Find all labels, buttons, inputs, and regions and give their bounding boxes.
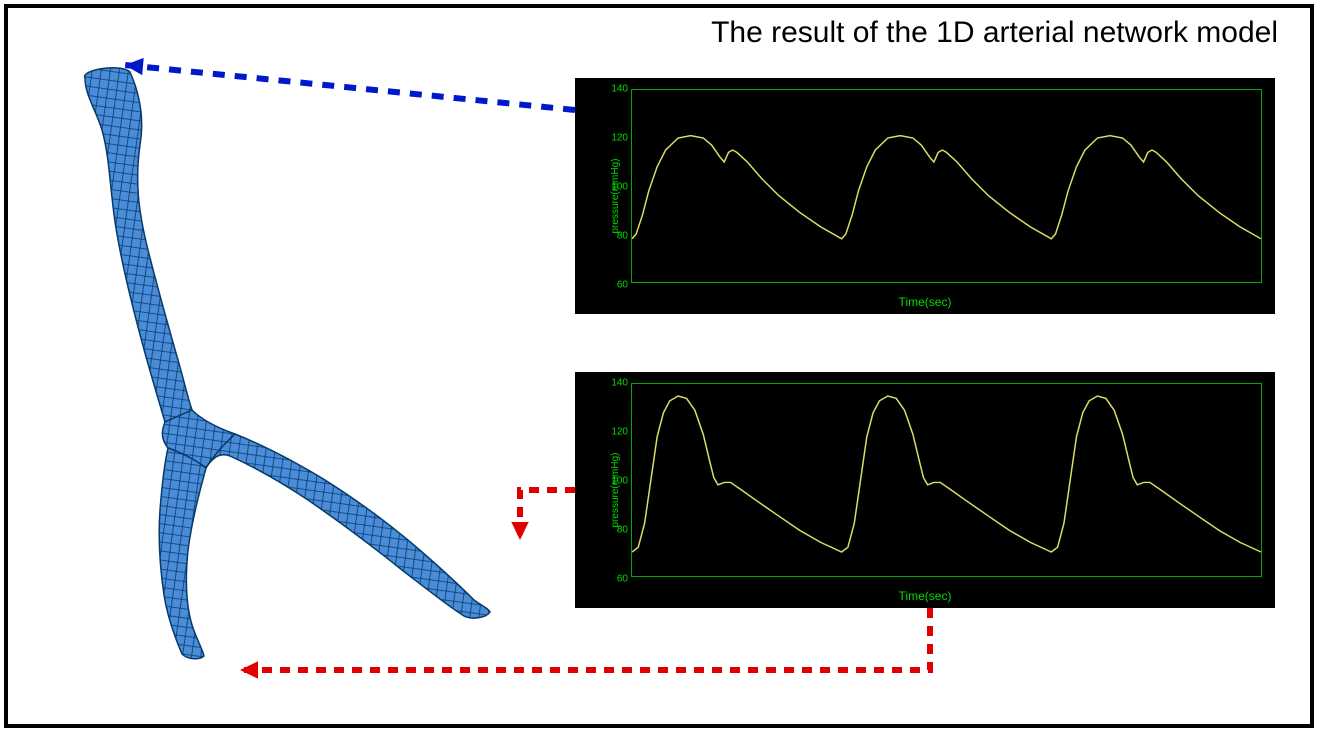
chart1-xlabel: Time(sec) [899, 295, 952, 309]
ytick: 100 [598, 182, 628, 193]
chart2-xlabel: Time(sec) [899, 589, 952, 603]
ytick: 140 [598, 378, 628, 389]
ytick: 60 [598, 280, 628, 291]
ytick: 120 [598, 133, 628, 144]
artery-mesh [30, 60, 550, 680]
ytick: 120 [598, 427, 628, 438]
chart1-plot-area [631, 89, 1262, 283]
ytick: 60 [598, 574, 628, 585]
pressure-chart-outlet: pressure(mmHg) Time(sec) 60 80 100 120 140 [575, 372, 1275, 608]
pressure-chart-inlet: pressure(mmHg) Time(sec) 60 80 100 120 140 [575, 78, 1275, 314]
ytick: 80 [598, 231, 628, 242]
page-title: The result of the 1D arterial network mo… [711, 16, 1278, 50]
chart2-plot-area [631, 383, 1262, 577]
chart2-ylabel: pressure(mmHg) [610, 452, 621, 527]
chart1-ylabel: pressure(mmHg) [610, 158, 621, 233]
ytick: 100 [598, 476, 628, 487]
ytick: 140 [598, 84, 628, 95]
ytick: 80 [598, 525, 628, 536]
